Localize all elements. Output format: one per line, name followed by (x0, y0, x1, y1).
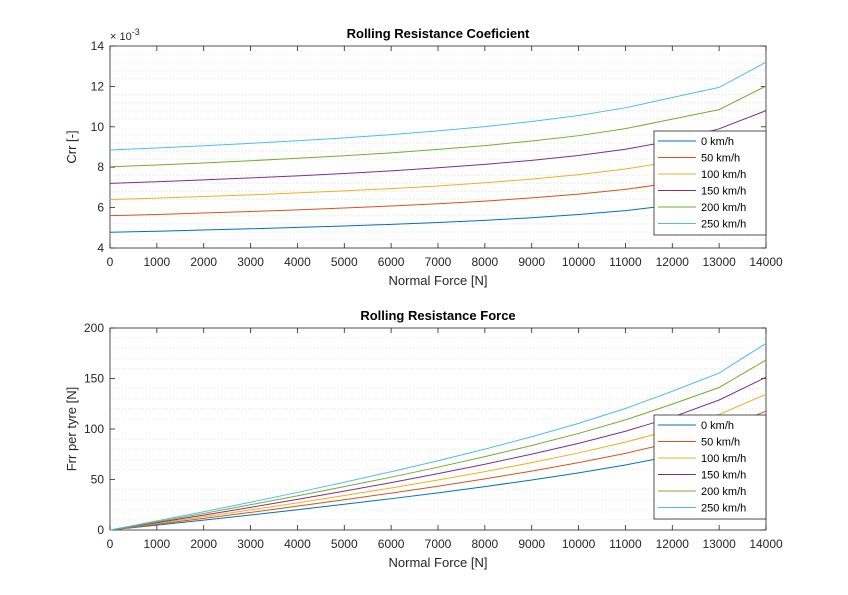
series-line-250-km-h (109, 61, 767, 151)
y-tick-label: 14 (91, 39, 105, 53)
x-tick-label: 14000 (749, 537, 783, 551)
y-tick-label: 8 (97, 160, 104, 174)
x-tick-label: 6000 (378, 537, 405, 551)
x-tick-label: 9000 (518, 537, 545, 551)
x-tick-label: 7000 (425, 255, 452, 269)
x-tick-label: 13000 (702, 255, 736, 269)
x-tick-label: 12000 (656, 537, 690, 551)
legend-label: 250 km/h (701, 503, 746, 515)
legend-label: 0 km/h (701, 420, 734, 432)
legend-label: 200 km/h (701, 202, 746, 214)
subplot-2: 0 1000 2000 3000 4000 5000 6000 7000 8000 9000 100… (64, 308, 783, 570)
x-tick-label: 11000 (609, 537, 642, 551)
x-tick-label: 4000 (284, 255, 311, 269)
x-tick-label: 9000 (518, 255, 545, 269)
y-tick-label: 4 (97, 241, 104, 255)
x-tick-label: 10000 (562, 537, 596, 551)
y-exponent-power: -3 (132, 27, 140, 37)
x-tick-label: 11000 (609, 255, 642, 269)
x-tick-label: 13000 (702, 537, 736, 551)
legend-box (653, 130, 767, 236)
legend-label: 100 km/h (701, 169, 746, 181)
x-tick-label: 10000 (562, 255, 596, 269)
x-tick-label: 0 (107, 537, 114, 551)
legend-label: 200 km/h (701, 486, 746, 498)
legend-label: 50 km/h (701, 437, 740, 449)
x-tick-label: 12000 (656, 255, 690, 269)
y-axis-label: Frr per tyre [N] (64, 387, 79, 472)
series-line-200-km-h (109, 359, 767, 531)
chart-title: Rolling Resistance Coeficient (347, 26, 530, 41)
x-tick-label: 14000 (749, 255, 783, 269)
legend-label: 100 km/h (701, 453, 746, 465)
chart-title: Rolling Resistance Force (360, 308, 515, 323)
legend-label: 250 km/h (701, 219, 746, 231)
x-tick-label: 5000 (331, 255, 358, 269)
x-tick-label: 2000 (190, 255, 217, 269)
legend: 0 km/h 50 km/h 100 km/h 150 km/h 200 km/h 250… (653, 414, 767, 520)
y-tick-label: 6 (97, 201, 104, 215)
x-tick-label: 8000 (472, 537, 499, 551)
y-tick-label: 150 (84, 372, 104, 386)
legend: 0 km/h 50 km/h 100 km/h 150 km/h 200 km/h 250… (653, 130, 767, 236)
x-tick-label: 0 (107, 255, 114, 269)
y-tick-label: 0 (97, 523, 104, 537)
x-tick-label: 3000 (237, 255, 264, 269)
legend-box (653, 414, 767, 520)
y-exponent-label: × 10-3 (110, 27, 140, 43)
y-axis-label: Crr [-] (64, 130, 79, 163)
x-tick-label: 1000 (144, 537, 171, 551)
legend-label: 150 km/h (701, 186, 746, 198)
x-tick-label: 7000 (425, 537, 452, 551)
x-tick-label: 1000 (144, 255, 171, 269)
x-tick-label: 6000 (378, 255, 405, 269)
y-tick-label: 100 (84, 422, 104, 436)
x-tick-label: 5000 (331, 537, 358, 551)
y-tick-label: 50 (91, 473, 105, 487)
x-tick-label: 3000 (237, 537, 264, 551)
x-axis-label: Normal Force [N] (389, 273, 488, 288)
legend-label: 150 km/h (701, 470, 746, 482)
x-tick-label: 8000 (472, 255, 499, 269)
y-tick-label: 200 (84, 321, 104, 335)
series-line-250-km-h (109, 342, 767, 531)
y-tick-label: 12 (91, 79, 105, 93)
x-tick-label: 4000 (284, 537, 311, 551)
x-axis-label: Normal Force [N] (389, 555, 488, 570)
y-tick-label: 10 (91, 120, 105, 134)
x-tick-label: 2000 (190, 537, 217, 551)
legend-label: 0 km/h (701, 136, 734, 148)
series-line-200-km-h (109, 85, 767, 168)
subplot-1: 0 1000 2000 3000 4000 5000 6000 7000 8000 9000 100… (64, 26, 783, 288)
legend-label: 50 km/h (701, 153, 740, 165)
